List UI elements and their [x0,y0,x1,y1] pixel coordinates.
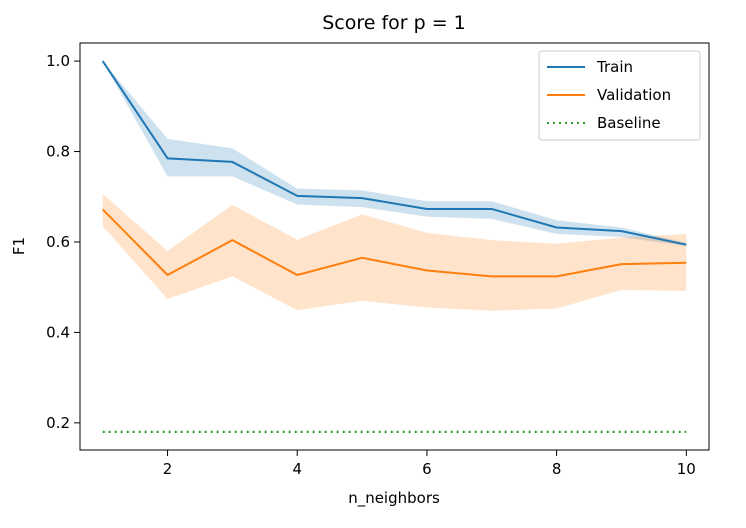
legend-label-2: Baseline [597,114,661,132]
confidence-band-series-1 [102,194,687,311]
y-tick-label: 0.6 [46,233,70,251]
legend-label-0: Train [596,58,633,76]
confidence-band-series-0 [102,61,687,247]
series-line-1 [101,208,687,278]
x-tick-label: 4 [292,460,302,478]
plot-area [101,60,687,434]
chart-title: Score for p = 1 [322,12,466,34]
legend: Train Validation Baseline [538,50,701,141]
x-tick-label: 6 [422,460,432,478]
axis-ticks: 2 4 6 8 10 0.2 0.4 0.6 0.8 1.0 [46,52,696,478]
y-axis-label: F1 [10,237,28,255]
series-line-0 [101,60,687,246]
y-tick-label: 1.0 [46,52,70,70]
y-tick-label: 0.4 [46,323,70,341]
x-axis-label: n_neighbors [348,489,440,508]
axes-frame [79,42,710,451]
x-tick-label: 2 [163,460,173,478]
legend-label-1: Validation [597,86,671,104]
y-tick-label: 0.2 [46,414,70,432]
y-tick-label: 0.8 [46,143,70,161]
x-tick-label: 10 [677,460,696,478]
x-tick-label: 8 [552,460,562,478]
legend-box [538,50,701,141]
